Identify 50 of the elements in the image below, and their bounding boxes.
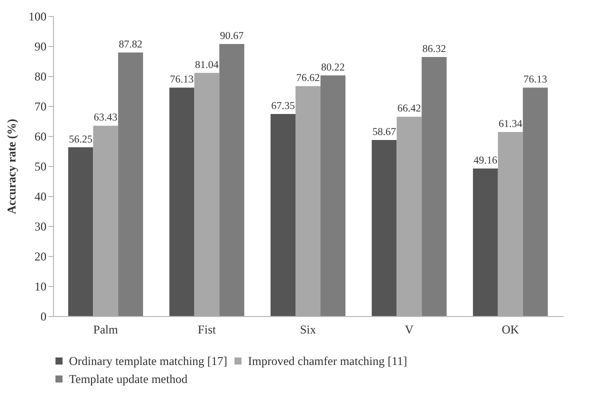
x-tick-label: V (404, 322, 414, 336)
data-label: 58.67 (372, 126, 396, 138)
bar (396, 116, 422, 316)
bar (472, 168, 498, 316)
data-label: 81.04 (194, 60, 220, 71)
data-label: 61.34 (498, 118, 523, 130)
bar (320, 75, 346, 316)
legend-label: Ordinary template matching [17] (69, 354, 228, 368)
bar (270, 114, 296, 316)
legend-label: Template update method (69, 372, 188, 386)
x-tick-label: Six (300, 322, 316, 336)
y-tick-label: 30 (34, 220, 46, 234)
bar (93, 126, 118, 316)
bar (118, 52, 144, 316)
x-tick-label: Fist (198, 322, 216, 336)
y-tick-label: 90 (34, 40, 46, 54)
data-label: 86.32 (422, 44, 446, 56)
data-label: 66.42 (397, 104, 422, 115)
bar (169, 88, 194, 316)
data-label: 80.22 (321, 62, 345, 74)
bar (422, 57, 447, 316)
bar (219, 44, 244, 316)
bar (372, 140, 397, 316)
data-label: 63.43 (94, 112, 118, 124)
y-tick-label: 0 (40, 310, 46, 324)
data-label: 76.13 (524, 74, 548, 86)
y-axis-title: Accuracy rate (%) (4, 118, 18, 214)
bar (522, 88, 548, 316)
legend-label: Improved chamfer matching [11] (248, 354, 408, 368)
data-label: 49.16 (474, 156, 498, 167)
bar (498, 132, 523, 316)
x-tick-label: Palm (93, 322, 119, 336)
data-label: 76.62 (296, 73, 320, 84)
bar (194, 72, 220, 316)
y-tick-label: 70 (34, 100, 46, 114)
bar (296, 86, 320, 316)
data-label: 90.67 (220, 30, 244, 42)
data-label: 87.82 (118, 40, 142, 51)
y-tick-label: 100 (28, 10, 46, 24)
y-tick-label: 20 (34, 250, 46, 264)
y-tick-label: 10 (34, 280, 46, 294)
y-tick-label: 50 (34, 160, 46, 174)
data-label: 67.35 (271, 100, 295, 112)
y-tick-label: 80 (34, 70, 46, 84)
data-label: 76.13 (170, 74, 194, 86)
bar (68, 147, 94, 316)
x-tick-label: OK (502, 322, 520, 336)
y-tick-label: 40 (34, 190, 46, 204)
data-label: 56.25 (68, 134, 92, 146)
y-tick-label: 60 (34, 130, 46, 144)
